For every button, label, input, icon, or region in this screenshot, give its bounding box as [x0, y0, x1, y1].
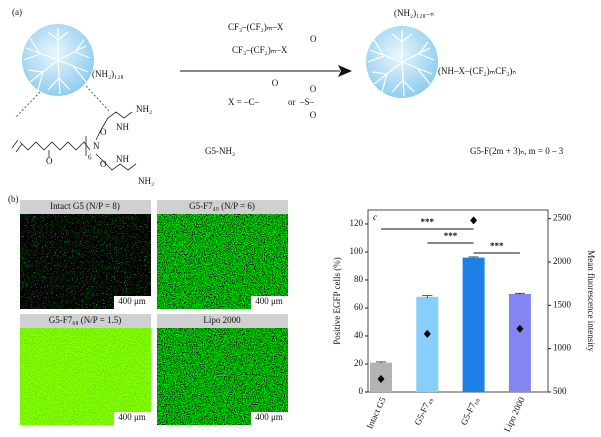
- reagent: CF₃–(CF₂)ₘ–X: [232, 45, 288, 55]
- x-or: or: [288, 97, 296, 107]
- reagent-bridge: O: [310, 34, 317, 44]
- structure-atom: O: [46, 156, 53, 166]
- error-bar: [422, 295, 433, 299]
- reagent: CF₃–(CF₂)ₘ–X: [228, 22, 284, 32]
- y-tick-label: 100: [350, 246, 364, 256]
- scale-bar: 400 μm: [118, 296, 146, 306]
- significance-label: ***: [444, 231, 458, 241]
- error-bar: [468, 256, 479, 259]
- x-oxygen: O: [272, 78, 279, 88]
- product-amines: (NH₂)₁₂₈₋ₙ: [394, 8, 434, 18]
- dendrimer-left: [22, 24, 94, 96]
- panel-letter: c: [373, 212, 377, 222]
- micrograph: Lipo 2000 400 μm: [157, 314, 288, 425]
- y-tick-label: 40: [354, 330, 364, 340]
- product-chains: (NH–X–(CF₂)ₘCF₃)ₙ: [438, 66, 516, 76]
- plot-frame: [367, 209, 549, 393]
- bar: [462, 257, 485, 392]
- structure-atom: 6: [88, 154, 92, 162]
- image-title: Lipo 2000: [203, 315, 241, 325]
- error-bar: [376, 361, 386, 364]
- y-tick-label: 60: [354, 302, 364, 312]
- y2-tick-label: 500: [553, 386, 567, 396]
- x-oxygen: O: [310, 84, 317, 94]
- y2-axis-title: Mean fluorescence intensity: [586, 250, 596, 352]
- error-bar: [514, 292, 525, 295]
- dendrimer-right: [366, 26, 438, 98]
- bar-chart: 0 20 40 60 80 100 120 500 1000 1500 2000 2500 Positi…: [332, 209, 596, 433]
- structure-atom: NH: [116, 122, 129, 132]
- y2-tick-label: 2500: [553, 213, 572, 223]
- y-tick-label: 20: [354, 358, 364, 368]
- y2-tick-label: 2000: [553, 256, 572, 266]
- structure-atom: NH₂: [136, 104, 152, 114]
- core-groups: (NH₂)₁₂₈: [92, 69, 124, 79]
- significance-label: ***: [421, 217, 435, 227]
- scale-bar: 400 μm: [255, 296, 283, 306]
- structure-atom: NH: [116, 154, 129, 164]
- scale-bar: 400 μm: [118, 412, 146, 422]
- structure-atom: O: [100, 127, 107, 137]
- x-tick-label: G5-F7₆₈: [459, 395, 481, 426]
- diamond-marker: [516, 324, 524, 333]
- structure-atom: N: [93, 141, 100, 151]
- x-tick-label: Intact G5: [364, 395, 388, 430]
- x-alternative: –S–: [299, 97, 315, 107]
- micrograph: G5-F7₄₉ (N/P = 6) 400 μm: [157, 200, 288, 309]
- significance-label: ***: [490, 241, 504, 251]
- image-title: G5-F7₆₈ (N/P = 1.5): [49, 315, 122, 325]
- caption: G5-F(2m + 3)ₙ, m = 0 – 3: [470, 146, 564, 156]
- micrograph: Intact G5 (N/P = 8) 400 μm: [20, 200, 151, 309]
- x-tick-label: G5-F7₄₉: [412, 395, 434, 426]
- structure-atom: NH₂: [138, 176, 154, 186]
- diamond-marker: [470, 216, 478, 225]
- y-axis-title: Positive EGFP cells (%): [332, 257, 342, 344]
- y-tick-label: 120: [350, 218, 364, 228]
- panel-label: (a): [12, 7, 22, 17]
- image-title: G5-F7₄₉ (N/P = 6): [189, 201, 255, 211]
- diamond-marker: [377, 375, 385, 383]
- panel-label: (b): [8, 194, 19, 204]
- x-oxygen: O: [310, 110, 317, 120]
- micrograph: G5-F7₆₈ (N/P = 1.5) 400 μm: [20, 314, 151, 425]
- y-tick-label: 0: [359, 386, 364, 396]
- scale-bar: 400 μm: [255, 412, 283, 422]
- diamond-marker: [423, 329, 431, 338]
- y2-tick-label: 1500: [553, 299, 572, 309]
- structure: [11, 111, 137, 171]
- image-title: Intact G5 (N/P = 8): [50, 201, 120, 211]
- bar: [416, 296, 439, 392]
- y2-tick-label: 1000: [553, 343, 572, 353]
- y-tick-label: 80: [354, 274, 364, 284]
- bar: [508, 294, 531, 392]
- x-definition: X = –C–: [228, 97, 260, 107]
- structure-atom: O: [100, 159, 107, 169]
- caption: G5-NH₂: [205, 146, 235, 156]
- x-tick-label: Lipo 2000: [502, 395, 527, 433]
